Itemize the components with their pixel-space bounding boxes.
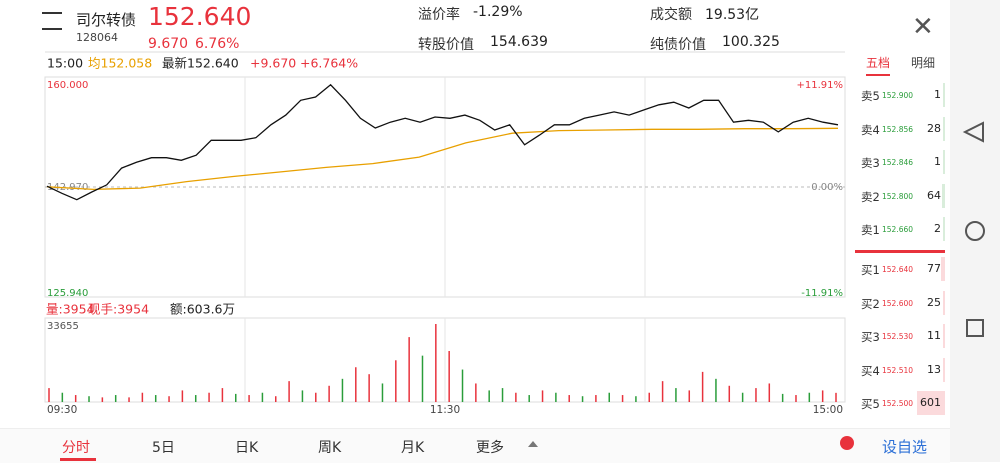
nav-home[interactable] [965,221,985,241]
book-label: 卖2 [861,189,880,204]
stat-value: 154.639 [490,34,548,50]
stat-label: 溢价率 [418,7,460,23]
time-label: 15:00 [813,404,843,416]
tab[interactable]: 分时 [62,440,90,456]
book-label: 买3 [861,330,880,344]
book-price: 152.640 [882,265,914,274]
book-price: 152.500 [882,399,914,408]
tab[interactable]: 5日 [152,440,175,456]
book-label: 买5 [861,397,880,411]
book-volume: 28 [927,121,941,135]
more-arrow [528,441,538,447]
close-button[interactable]: ✕ [912,12,934,42]
volume-info: 额:603.6万 [170,302,235,317]
nav-back[interactable] [962,121,984,143]
info-text: 15:00 [47,56,83,71]
book-label: 买4 [861,363,880,378]
tab[interactable]: 日K [235,440,259,456]
depth-bar [943,116,945,141]
depth-bar [943,150,945,174]
depth-bar [943,357,945,382]
volume-info: 现手:3954 [88,302,149,317]
y-tick-label: 125.940 [47,288,88,299]
book-divider [855,250,945,253]
stat-value: 19.53亿 [705,7,760,23]
nav-icons [962,121,985,337]
book-label: 卖4 [861,122,880,137]
book-volume: 64 [927,188,941,202]
pct-label: 0.00% [811,182,843,193]
stat-label: 成交额 [650,7,692,23]
pct-label: -11.91% [801,288,843,299]
book-volume: 1 [934,155,941,168]
depth-bar [942,183,945,208]
back-icon[interactable] [42,12,62,30]
tab[interactable]: 周K [318,440,342,456]
stock-code: 128064 [76,31,118,44]
book-label: 买1 [861,263,880,277]
stat-label: 转股价值 [418,37,474,53]
book-price: 152.856 [882,124,914,134]
info-text: +9.670 [250,56,296,71]
book-price: 152.510 [882,365,914,375]
avg-line [46,127,839,191]
book-label: 买2 [861,296,880,311]
depth-bar [943,83,945,107]
pct-label: +11.91% [796,80,843,91]
stat-value: -1.29% [473,4,523,20]
depth-bar [941,257,945,281]
depth-bar [943,217,945,241]
book-price: 152.530 [882,332,914,341]
book-label: 卖5 [861,89,880,103]
depth-bar [943,290,945,315]
volume-max-label: 33655 [47,321,79,332]
book-label: 卖3 [861,156,880,170]
tab-bar [0,428,950,463]
book-volume: 1 [934,88,941,101]
depth-bar [917,391,945,415]
tab-underline [60,458,96,461]
info-text: +6.764% [300,56,358,71]
book-tab[interactable]: 五档 [866,54,891,76]
book-volume: 13 [927,362,941,376]
book-tab[interactable]: 明细 [911,56,936,70]
time-label: 09:30 [47,404,77,416]
stat-value: 100.325 [722,34,780,50]
book-volume: 77 [927,262,941,275]
record-dot[interactable] [840,436,854,450]
book-volume: 25 [927,295,941,309]
info-text: 最新152.640 [162,56,239,71]
book-volume: 11 [927,329,941,342]
stat-label: 纯债价值 [650,37,706,53]
time-label: 11:30 [430,404,460,416]
book-label: 卖1 [861,223,880,237]
price-line [46,83,839,201]
tab[interactable]: 更多 [476,440,504,456]
stock-name: 司尔转债 [76,11,137,29]
watch-button[interactable]: 设自选 [882,438,928,456]
volume-info: 量:3954 [46,302,95,317]
book-price: 152.600 [882,298,914,308]
info-text: 均152.058 [88,56,152,71]
book-price: 152.846 [882,158,914,167]
book-price: 152.660 [882,225,914,234]
price: 152.640 [148,2,252,31]
nav-strip [950,0,1000,462]
change-pct: 6.76% [195,36,240,52]
change: 9.670 [148,36,189,52]
y-tick-label: 160.000 [47,80,88,91]
book-volume: 601 [920,396,941,409]
intraday-chart: 160.000 +11.91%142.970 0.00%125.940 -11.91%… [44,51,846,416]
book-price: 152.900 [882,91,914,100]
depth-bar [943,324,945,348]
tab[interactable]: 月K [401,440,425,456]
nav-recent[interactable] [966,319,984,337]
book-price: 152.800 [882,191,914,201]
book-volume: 2 [934,222,941,235]
